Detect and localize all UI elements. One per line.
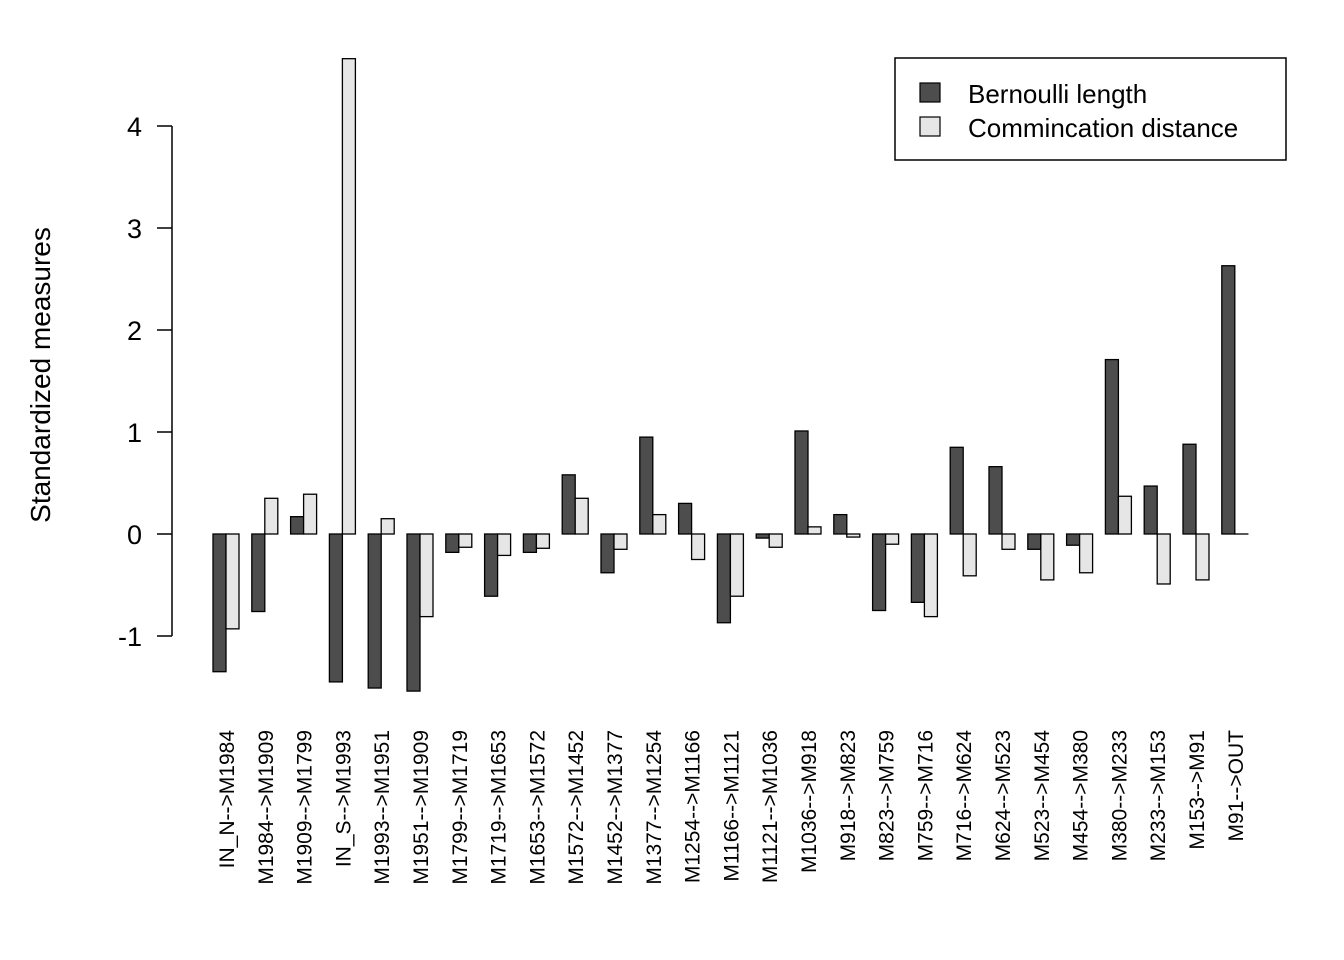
- x-tick-label: M759-->M716: [914, 730, 937, 861]
- x-tick-label: M233-->M153: [1147, 730, 1170, 861]
- x-tick-label: M454-->M380: [1070, 730, 1093, 861]
- x-tick-label: M918-->M823: [837, 730, 860, 861]
- bar-bernoulli-length: [1221, 265, 1236, 535]
- bar-bernoulli-length: [1182, 443, 1197, 535]
- x-tick-label: M91-->OUT: [1225, 730, 1248, 842]
- x-tick-label: M823-->M759: [876, 730, 899, 861]
- bar-commincation-distance: [846, 533, 861, 538]
- bar-bernoulli-length: [212, 533, 227, 673]
- bar-bernoulli-length: [1143, 485, 1158, 535]
- bar-bernoulli-length: [833, 513, 848, 535]
- x-tick-label: IN_N-->M1984: [216, 730, 239, 869]
- x-tick-label: M1653-->M1572: [526, 730, 549, 885]
- bar-bernoulli-length: [1027, 533, 1042, 550]
- bar-commincation-distance: [1078, 533, 1094, 574]
- x-tick-label: M1036-->M918: [798, 730, 821, 873]
- bar-commincation-distance: [264, 497, 279, 535]
- x-tick-label: M1993-->M1951: [371, 730, 394, 885]
- bar-commincation-distance: [1156, 533, 1171, 585]
- bar-bernoulli-length: [522, 533, 538, 554]
- x-tick-label: M1719-->M1653: [488, 730, 511, 885]
- x-tick-label: M1377-->M1254: [643, 730, 666, 885]
- bar-commincation-distance: [768, 533, 783, 548]
- bar-bernoulli-length: [871, 533, 887, 612]
- bar-bernoulli-length: [445, 533, 460, 554]
- bar-commincation-distance: [380, 518, 395, 535]
- bar-commincation-distance: [690, 533, 706, 561]
- bar-bernoulli-length: [561, 474, 576, 535]
- bar-commincation-distance: [1117, 495, 1133, 535]
- x-tick-label: M380-->M233: [1108, 730, 1131, 861]
- bar-commincation-distance: [652, 513, 667, 535]
- x-tick-label: M1572-->M1452: [565, 730, 588, 885]
- bar-bernoulli-length: [988, 466, 1003, 535]
- bar-commincation-distance: [923, 533, 939, 618]
- bar-bernoulli-length: [600, 533, 615, 574]
- bar-bernoulli-length: [289, 516, 305, 535]
- x-tick-label: M1121-->M1036: [759, 730, 782, 883]
- legend-swatch-commincation-distance: [919, 116, 941, 137]
- y-tick-label: 1: [127, 418, 142, 448]
- bar-bernoulli-length: [910, 533, 926, 603]
- bar-bernoulli-length: [755, 533, 770, 539]
- y-axis-title: Standardized measures: [25, 227, 56, 523]
- y-tick-label: -1: [118, 622, 142, 652]
- bar-commincation-distance: [962, 533, 977, 577]
- bar-bernoulli-length: [716, 533, 732, 624]
- bar-commincation-distance: [574, 497, 589, 535]
- legend-box: [894, 57, 1287, 161]
- x-tick-label: M1951-->M1909: [410, 730, 433, 885]
- bar-commincation-distance: [419, 533, 434, 618]
- bar-bernoulli-length: [949, 446, 964, 535]
- legend-label-commincation-distance: Commincation distance: [968, 113, 1238, 143]
- bar-commincation-distance: [341, 58, 357, 535]
- bars: [212, 58, 1249, 692]
- bar-bernoulli-length: [367, 533, 382, 689]
- y-tick-label: 0: [127, 520, 142, 550]
- bar-bernoulli-length: [406, 533, 421, 692]
- bar-bernoulli-length: [1065, 533, 1081, 546]
- y-axis: -1 0 1 2 3 4: [118, 112, 173, 652]
- bar-commincation-distance: [729, 533, 745, 597]
- category-labels: IN_N-->M1984 M1984-->M1909 M1909-->M1799 IN…: [216, 730, 1248, 885]
- bar-commincation-distance: [496, 533, 512, 557]
- x-tick-label: M1799-->M1719: [449, 730, 472, 885]
- bar-commincation-distance: [458, 533, 473, 548]
- x-tick-label: M1166-->M1121: [720, 730, 743, 882]
- bar-commincation-distance: [1001, 533, 1016, 550]
- x-tick-label: M1909-->M1799: [294, 730, 317, 885]
- bar-bernoulli-length: [251, 533, 266, 613]
- y-tick-label: 4: [127, 112, 142, 142]
- x-tick-label: M153-->M91: [1186, 730, 1209, 850]
- bar-commincation-distance: [535, 533, 551, 549]
- bar-bernoulli-length: [677, 502, 693, 535]
- bar-bernoulli-length: [483, 533, 499, 597]
- y-tick-label: 3: [127, 214, 142, 244]
- x-tick-label: M624-->M523: [992, 730, 1015, 861]
- bar-commincation-distance: [613, 533, 628, 550]
- bar-commincation-distance: [302, 493, 318, 535]
- legend-swatch-bernoulli-length: [919, 82, 941, 103]
- x-tick-label: M1254-->M1166: [682, 730, 705, 883]
- bar-bernoulli-length: [1104, 358, 1120, 535]
- bar-commincation-distance: [884, 533, 900, 545]
- bar-commincation-distance: [807, 526, 822, 535]
- bar-bernoulli-length: [794, 430, 809, 535]
- bar-commincation-distance: [225, 533, 240, 630]
- legend: Bernoulli length Commincation distance: [894, 57, 1287, 161]
- legend-label-bernoulli-length: Bernoulli length: [968, 79, 1147, 109]
- y-tick-label: 2: [127, 316, 142, 346]
- x-tick-label: M523-->M454: [1031, 730, 1054, 862]
- bar-commincation-distance: [1195, 533, 1210, 581]
- bar-commincation-distance: [1040, 533, 1055, 581]
- x-tick-label: M1452-->M1377: [604, 730, 627, 885]
- x-tick-label: IN_S-->M1993: [332, 730, 355, 867]
- x-tick-label: M716-->M624: [953, 730, 976, 862]
- bar-bernoulli-length: [639, 436, 654, 535]
- x-tick-label: M1984-->M1909: [255, 730, 278, 885]
- bar-bernoulli-length: [328, 533, 344, 683]
